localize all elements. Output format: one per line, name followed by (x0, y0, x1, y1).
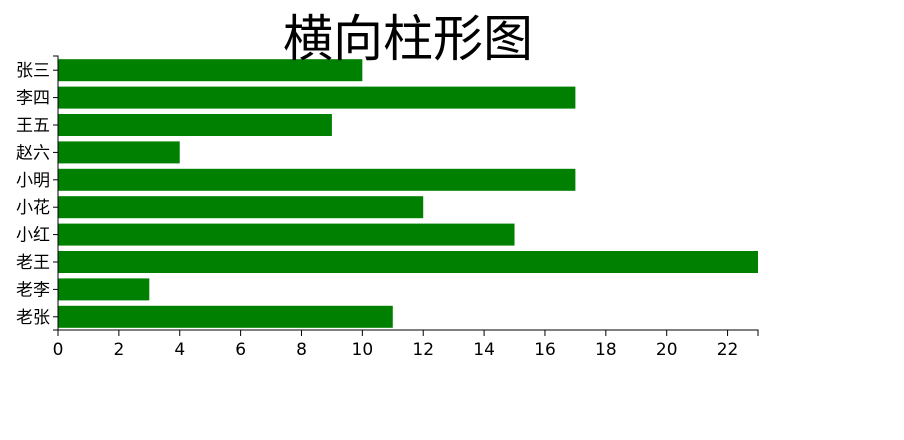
bar-4 (58, 141, 180, 164)
x-tick-label-8: 8 (296, 340, 307, 360)
x-axis: 0 2 4 6 8 10 12 14 16 18 20 22 (53, 329, 759, 360)
bar-7 (58, 223, 515, 246)
y-tick-label-3: 王五 (16, 116, 50, 136)
y-tick-label-1: 张三 (16, 61, 50, 81)
x-tick-label-22: 22 (717, 340, 739, 360)
x-tick-label-6: 6 (235, 340, 246, 360)
x-axis-line (57, 329, 759, 336)
x-tick-label-0: 0 (53, 340, 64, 360)
x-tick-label-4: 4 (174, 340, 185, 360)
y-tick-label-4: 赵六 (16, 143, 50, 163)
y-axis-line (53, 55, 59, 331)
y-tick-label-9: 老李 (16, 280, 50, 300)
x-tick-label-18: 18 (595, 340, 617, 360)
chart-title: 横向柱形图 (283, 10, 533, 68)
bar-10 (58, 305, 393, 328)
y-tick-label-10: 老张 (16, 308, 50, 328)
x-tick-label-16: 16 (534, 340, 556, 360)
x-tick-label-14: 14 (473, 340, 495, 360)
bar-6 (58, 196, 424, 219)
y-tick-label-7: 小红 (16, 226, 50, 246)
x-tick-label-20: 20 (656, 340, 678, 360)
bars-layer (58, 59, 758, 328)
bar-5 (58, 168, 576, 191)
bar-3 (58, 114, 332, 136)
bar-2 (58, 86, 576, 109)
x-tick-label-10: 10 (352, 340, 374, 360)
y-tick-label-6: 小花 (16, 198, 50, 218)
y-tick-label-5: 小明 (16, 171, 50, 191)
bar-1 (58, 59, 363, 82)
x-tick-label-2: 2 (113, 340, 124, 360)
y-tick-label-2: 李四 (16, 89, 50, 109)
x-tick-label-12: 12 (412, 340, 434, 360)
bar-9 (58, 278, 150, 301)
bar-8 (58, 251, 758, 273)
y-tick-label-8: 老王 (16, 253, 50, 273)
